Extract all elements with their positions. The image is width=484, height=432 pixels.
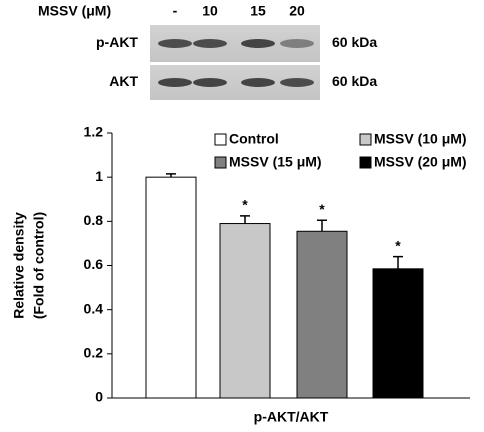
legend-label: MSSV (15 μM) bbox=[229, 154, 322, 170]
band bbox=[241, 78, 275, 87]
lane-label: 10 bbox=[202, 3, 218, 19]
y-tick-label: 1.2 bbox=[84, 124, 104, 140]
band bbox=[158, 39, 192, 48]
band bbox=[241, 39, 275, 48]
band bbox=[158, 78, 192, 87]
significance-mark: * bbox=[395, 237, 401, 253]
y-tick-label: 0.4 bbox=[84, 300, 104, 316]
lane-label: 20 bbox=[289, 3, 305, 19]
legend-swatch bbox=[214, 133, 227, 146]
lane-label: 15 bbox=[250, 3, 266, 19]
y-tick-label: 0 bbox=[95, 389, 103, 405]
legend-swatch bbox=[214, 156, 227, 169]
y-axis-label: (Fold of control) bbox=[31, 212, 47, 319]
row-label: p-AKT bbox=[96, 34, 138, 50]
bar bbox=[219, 223, 271, 399]
y-tick-label: 0.6 bbox=[84, 256, 104, 272]
lane-label: - bbox=[173, 3, 178, 19]
band bbox=[280, 39, 314, 48]
legend-swatch bbox=[359, 133, 372, 146]
y-tick-label: 0.2 bbox=[84, 345, 104, 361]
y-tick-label: 0.8 bbox=[84, 212, 104, 228]
band bbox=[193, 78, 227, 87]
error-bar bbox=[317, 219, 327, 232]
error-bar bbox=[166, 173, 176, 178]
y-tick-label: 1 bbox=[95, 168, 103, 184]
error-bar bbox=[393, 255, 403, 269]
row-label: AKT bbox=[109, 73, 138, 89]
band bbox=[193, 39, 227, 48]
legend-swatch bbox=[359, 156, 372, 169]
bar bbox=[296, 230, 348, 399]
error-bar bbox=[240, 215, 250, 224]
bar bbox=[372, 268, 424, 399]
size-label: 60 kDa bbox=[332, 34, 377, 50]
bar bbox=[145, 176, 197, 399]
legend-label: MSSV (10 μM) bbox=[374, 131, 467, 147]
significance-mark: * bbox=[319, 201, 325, 217]
size-label: 60 kDa bbox=[332, 73, 377, 89]
band bbox=[280, 78, 314, 87]
legend-label: MSSV (20 μM) bbox=[374, 154, 467, 170]
significance-mark: * bbox=[242, 197, 248, 213]
legend-label: Control bbox=[229, 131, 279, 147]
x-tick-label: p-AKT/AKT bbox=[254, 409, 329, 425]
y-axis-label: Relative density bbox=[11, 212, 27, 319]
treatment-label: MSSV (μM) bbox=[38, 3, 111, 19]
